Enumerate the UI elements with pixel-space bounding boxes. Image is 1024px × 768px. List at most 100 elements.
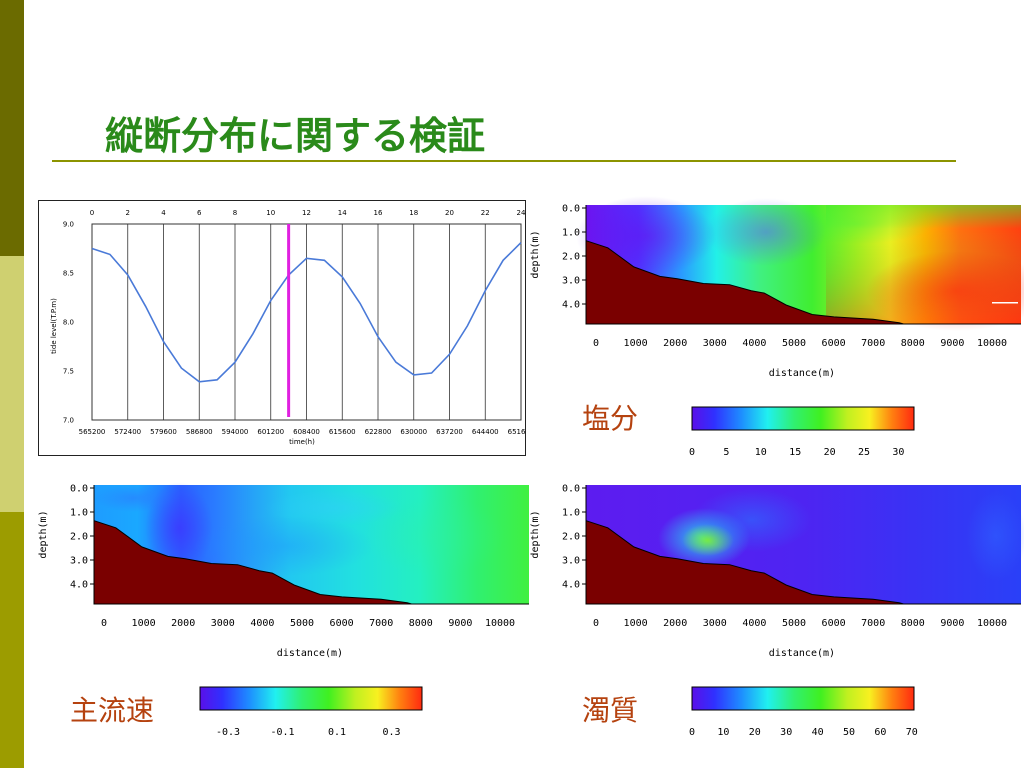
tide-x-tick-label: 615600 (329, 428, 356, 436)
tide-top-tick-label: 20 (445, 209, 454, 217)
tide-top-tick-label: 16 (374, 209, 383, 217)
distance-tick-label: 7000 (861, 338, 885, 349)
depth-tick-label: 3.0 (562, 556, 580, 567)
tide-top-tick-label: 8 (233, 209, 237, 217)
distance-tick-label: 1000 (132, 618, 156, 629)
tide-top-tick-label: 18 (409, 209, 418, 217)
heatmap-patch (194, 516, 374, 576)
bathymetry-profile (585, 520, 904, 605)
depth-tick-label: 3.0 (562, 276, 580, 287)
depth-tick-label: 4.0 (562, 580, 580, 591)
tide-x-tick-label: 579600 (150, 428, 177, 436)
distance-tick-label: 9000 (448, 618, 472, 629)
distance-tick-label: 6000 (822, 338, 846, 349)
distance-tick-label: 5000 (290, 618, 314, 629)
depth-tick-label: 4.0 (562, 300, 580, 311)
colorbar-tick-label: 20 (824, 447, 836, 458)
tide-top-tick-label: 22 (481, 209, 490, 217)
colorbar-tick-label: 0 (689, 727, 695, 738)
tide-level-series-line (91, 242, 522, 383)
tide-top-tick-label: 0 (90, 209, 94, 217)
heatmap-patch (966, 491, 1024, 581)
distance-tick-label: 8000 (901, 618, 925, 629)
colorbar-gradient (199, 686, 423, 711)
colorbar-tick-label: 10 (755, 447, 767, 458)
bathymetry-profile (585, 240, 904, 325)
colorbar-tick-label: 60 (874, 727, 886, 738)
current-time-marker (287, 224, 291, 417)
depth-tick-label: 0.0 (70, 484, 88, 495)
velocity-section-plot: 0.0 1.0 2.0 3.0 4.0 0 1000 2000 3000 4000 5000 6000… (38, 482, 529, 659)
distance-tick-label: 8000 (409, 618, 433, 629)
colorbar-tick-label: 30 (780, 727, 792, 738)
tide-x-tick-label: 586800 (186, 428, 213, 436)
depth-tick-label: 1.0 (562, 228, 580, 239)
distance-tick-label: 2000 (171, 618, 195, 629)
distance-tick-label: 6000 (330, 618, 354, 629)
tide-x-tick-label: 572400 (114, 428, 141, 436)
tide-top-tick-label: 6 (197, 209, 202, 217)
colorbar-tick-label: 15 (789, 447, 801, 458)
heatmap-patch (692, 488, 812, 552)
tide-top-tick-label: 4 (161, 209, 166, 217)
colorbar-tick-label: 70 (906, 727, 918, 738)
tide-x-axis-label: time(h) (289, 438, 315, 446)
sidebar-band-top (0, 0, 24, 256)
colorbar-tick-label: 40 (812, 727, 824, 738)
heatmap-patch (866, 251, 1024, 331)
depth-axis-label: depth(m) (38, 510, 49, 558)
salinity-colorbar: 0 5 10 15 20 25 30 (689, 406, 915, 458)
turbidity-section-plot: 0.0 1.0 2.0 3.0 4.0 0 1000 2000 3000 4000 5000 6000… (530, 484, 1024, 659)
heatmap-patch (992, 302, 1018, 304)
depth-tick-label: 2.0 (562, 532, 580, 543)
tide-x-tick-label: 622800 (365, 428, 392, 436)
tide-top-tick-label: 10 (266, 209, 275, 217)
colorbar-tick-label: 0.1 (328, 727, 346, 738)
distance-tick-label: 0 (593, 338, 599, 349)
distance-axis-label: distance(m) (277, 648, 343, 659)
tide-x-tick-label: 594000 (222, 428, 249, 436)
depth-tick-label: 3.0 (70, 556, 88, 567)
distance-tick-label: 0 (101, 618, 107, 629)
tide-y-tick-label: 7.5 (63, 368, 74, 376)
velocity-label: 主流速 (70, 694, 155, 727)
distance-tick-label: 3000 (703, 338, 727, 349)
colorbar-tick-label: 0 (689, 447, 695, 458)
bathymetry-profile (93, 520, 412, 605)
tide-x-tick-label: 565200 (79, 428, 106, 436)
distance-tick-label: 6000 (822, 618, 846, 629)
tide-top-tick-label: 12 (302, 209, 311, 217)
colorbar-tick-label: -0.1 (270, 727, 294, 738)
tide-y-tick-label: 8.0 (63, 319, 74, 327)
colorbar-tick-label: 20 (749, 727, 761, 738)
velocity-colorbar: -0.3 -0.1 0.1 0.3 (199, 686, 423, 738)
colorbar-tick-label: 10 (717, 727, 729, 738)
distance-axis-label: distance(m) (769, 368, 835, 379)
depth-tick-label: 4.0 (70, 580, 88, 591)
tide-level-chart: 0 2 4 6 8 10 12 14 16 18 20 22 24 565200 572400 579600… (38, 200, 526, 456)
slide-title: 縦断分布に関する検証 (105, 114, 486, 158)
salinity-section-plot: 0.0 1.0 2.0 3.0 4.0 0 1000 2000 3000 4000 5000 6000… (530, 196, 1024, 379)
heatmap-patch (776, 204, 936, 244)
distance-tick-label: 4000 (250, 618, 274, 629)
tide-y-tick-label: 7.0 (63, 417, 74, 425)
tide-top-tick-label: 24 (517, 209, 526, 217)
depth-tick-label: 1.0 (562, 508, 580, 519)
tide-x-tick-label: 601200 (257, 428, 284, 436)
tide-top-tick-label: 14 (338, 209, 347, 217)
turbidity-label: 濁質 (582, 694, 639, 727)
heatmap-patch (364, 496, 504, 576)
tide-y-axis-label: tide level(T.P.m) (50, 298, 58, 354)
colorbar-gradient (691, 686, 915, 711)
tide-y-tick-label: 8.5 (63, 270, 74, 278)
tide-top-tick-label: 2 (126, 209, 130, 217)
title-underline (52, 160, 956, 162)
colorbar-tick-label: 5 (723, 447, 729, 458)
depth-tick-label: 0.0 (562, 484, 580, 495)
distance-tick-label: 4000 (742, 618, 766, 629)
distance-tick-label: 10000 (485, 618, 515, 629)
distance-tick-label: 1000 (624, 618, 648, 629)
depth-tick-label: 2.0 (70, 532, 88, 543)
colorbar-tick-label: 30 (892, 447, 904, 458)
distance-tick-label: 2000 (663, 338, 687, 349)
